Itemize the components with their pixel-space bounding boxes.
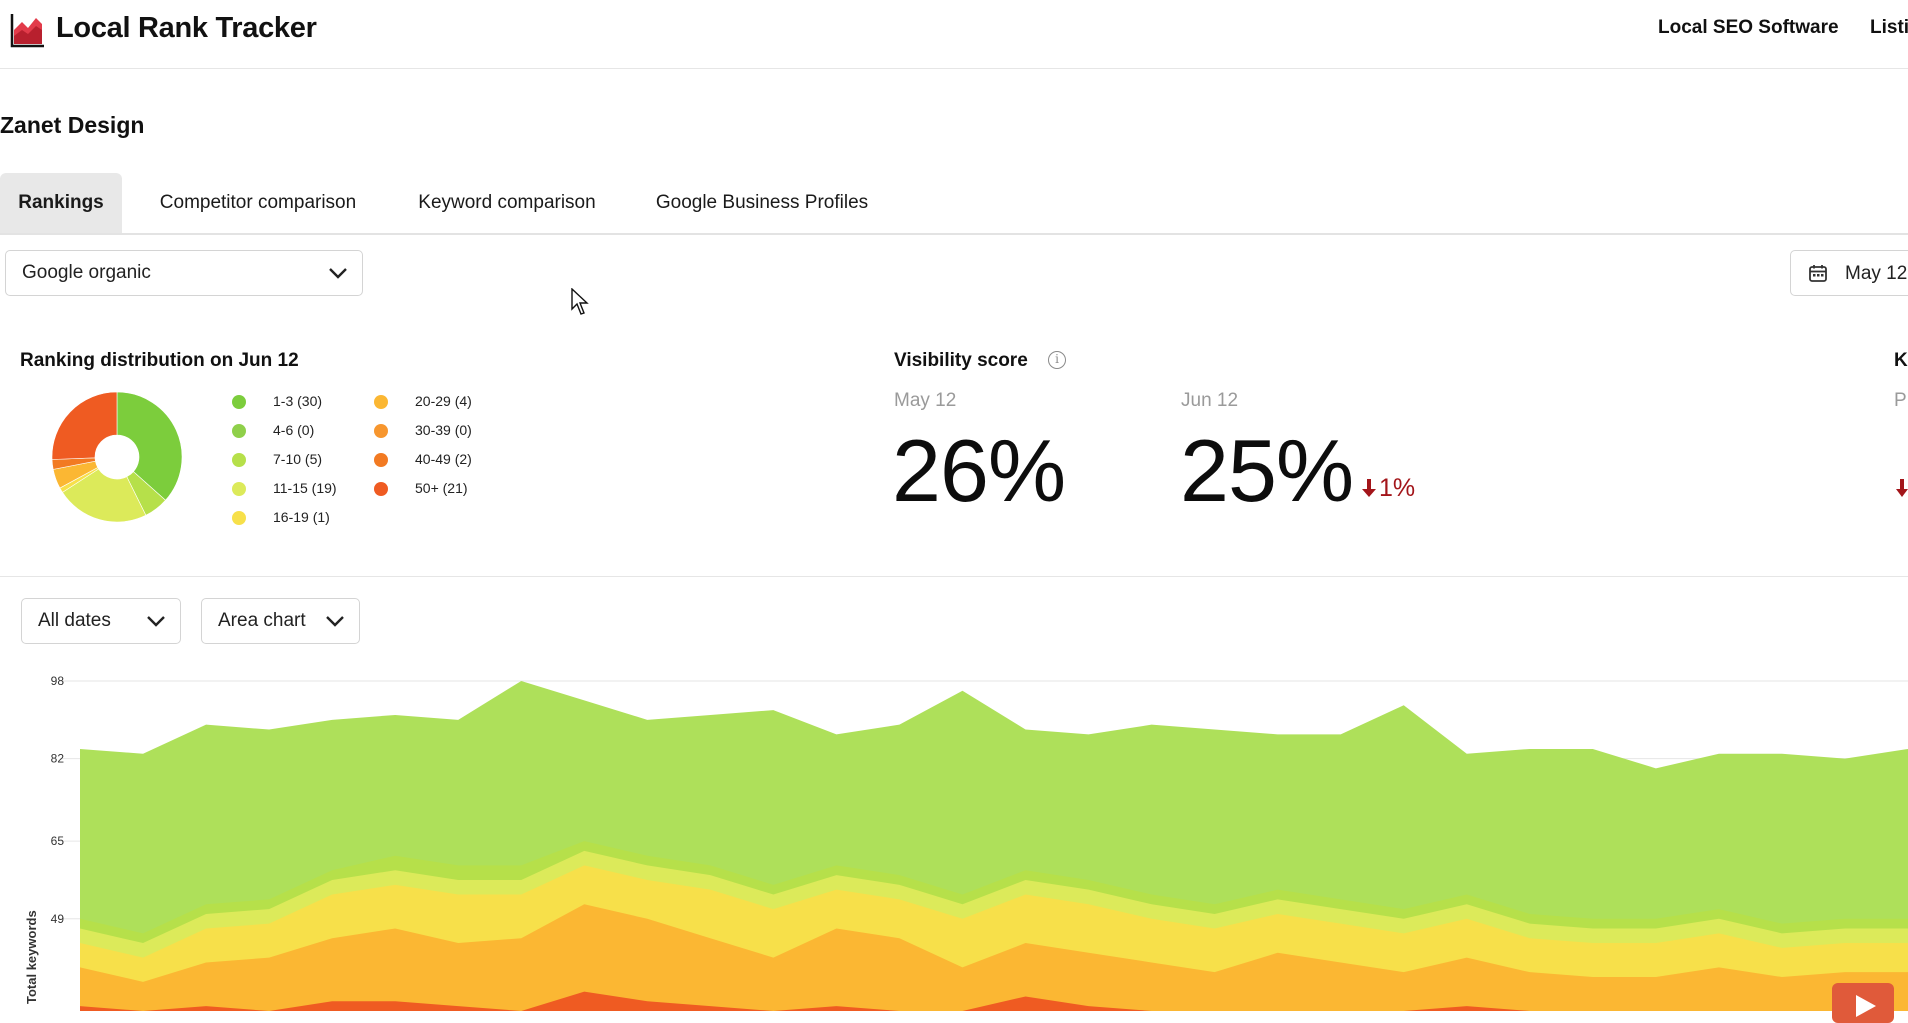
chart-logo-icon[interactable] <box>10 10 46 48</box>
keywords-panel-title: K <box>1894 350 1908 371</box>
legend-color-dot <box>374 395 388 409</box>
tab-rankings[interactable]: Rankings <box>0 173 122 233</box>
legend-color-dot <box>374 482 388 496</box>
legend-color-dot <box>232 511 246 525</box>
y-axis-label: Total keywords <box>24 910 39 1004</box>
legend-color-dot <box>374 424 388 438</box>
tab-competitor-comparison[interactable]: Competitor comparison <box>159 192 357 213</box>
legend-item: 11-15 (19) <box>232 477 342 499</box>
legend-label: 20-29 (4) <box>415 393 472 409</box>
chart-type-value: Area chart <box>218 610 306 631</box>
chart-date-range-value: All dates <box>38 610 111 631</box>
ranking-chart-card: All dates Area chart <box>0 576 1908 1012</box>
ranking-distribution-donut <box>52 392 182 522</box>
legend-item: 16-19 (1) <box>232 506 342 528</box>
donut-slice-1-3[interactable] <box>116 392 182 501</box>
info-icon[interactable]: i <box>1048 351 1066 369</box>
tab-google-business-profiles[interactable]: Google Business Profiles <box>655 192 869 213</box>
legend-label: 30-39 (0) <box>415 422 472 438</box>
play-icon <box>1856 995 1876 1017</box>
legend-item: 20-29 (4) <box>374 390 484 412</box>
video-play-button[interactable] <box>1832 983 1894 1023</box>
legend-item: 7-10 (5) <box>232 448 342 470</box>
donut-slice-50+[interactable] <box>52 392 118 460</box>
chevron-down-icon <box>329 268 347 279</box>
legend-label: 4-6 (0) <box>273 422 315 438</box>
arrow-down-icon <box>1896 479 1908 497</box>
date-range-value: May 12 <box>1845 263 1908 284</box>
legend-label: 1-3 (30) <box>273 393 323 409</box>
previous-visibility-value: 26% <box>892 421 1066 520</box>
legend-item: 4-6 (0) <box>232 419 342 441</box>
current-visibility-value: 25% <box>1180 421 1354 520</box>
legend-color-dot <box>232 395 246 409</box>
visibility-score-title: Visibility score <box>894 350 1028 371</box>
visibility-change: 1% <box>1361 474 1415 503</box>
legend-item: 50+ (21) <box>374 477 484 499</box>
ranking-distribution-title: Ranking distribution on Jun 12 <box>20 350 299 371</box>
date-range-button[interactable]: May 12 <box>1790 250 1908 296</box>
visibility-change-value: 1% <box>1379 474 1416 502</box>
legend-label: 16-19 (1) <box>273 509 330 525</box>
legend-color-dot <box>232 482 246 496</box>
legend-label: 7-10 (5) <box>273 451 323 467</box>
keywords-panel-label: P <box>1894 390 1907 411</box>
nav-listings[interactable]: Listi <box>1870 17 1908 38</box>
search-engine-value: Google organic <box>22 262 151 283</box>
arrow-down-icon <box>1362 479 1376 497</box>
chevron-down-icon <box>326 616 344 627</box>
legend-item: 40-49 (2) <box>374 448 484 470</box>
previous-date: May 12 <box>894 390 957 411</box>
legend-label: 11-15 (19) <box>273 480 337 496</box>
legend-color-dot <box>374 453 388 467</box>
tab-bar: Rankings Competitor comparison Keyword c… <box>0 173 1908 235</box>
current-date: Jun 12 <box>1181 390 1239 411</box>
calendar-icon <box>1809 265 1827 282</box>
legend-label: 50+ (21) <box>415 480 468 496</box>
project-title: Zanet Design <box>0 112 145 138</box>
brand-name[interactable]: Local Rank Tracker <box>56 12 317 44</box>
search-engine-select[interactable]: Google organic <box>5 250 363 296</box>
chart-date-range-select[interactable]: All dates <box>21 598 181 644</box>
legend-item: 30-39 (0) <box>374 419 484 441</box>
legend-color-dot <box>232 453 246 467</box>
legend-item: 1-3 (30) <box>232 390 342 412</box>
legend-label: 40-49 (2) <box>415 451 472 467</box>
tab-keyword-comparison[interactable]: Keyword comparison <box>418 192 596 213</box>
mouse-cursor-icon <box>571 288 589 315</box>
chart-type-select[interactable]: Area chart <box>201 598 360 644</box>
legend-color-dot <box>232 424 246 438</box>
nav-local-seo-software[interactable]: Local SEO Software <box>1658 17 1839 38</box>
donut-slice-11-15[interactable] <box>62 468 147 522</box>
top-navigation-bar: Local Rank Tracker Local SEO Software Li… <box>0 0 1908 69</box>
chevron-down-icon <box>147 616 165 627</box>
